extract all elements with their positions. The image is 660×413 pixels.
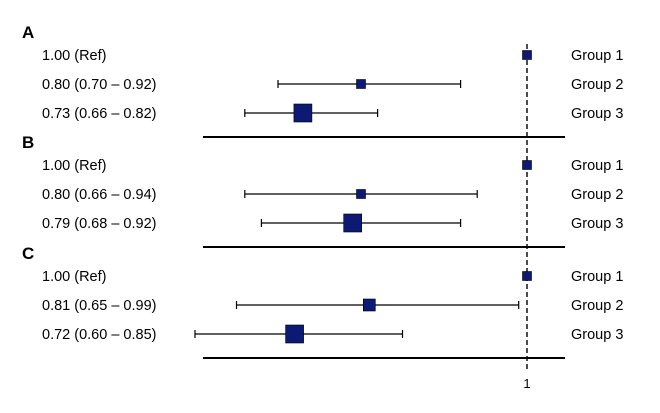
group-label: Group 2	[571, 298, 623, 314]
forest-row: 1.00 (Ref) Group 1	[42, 158, 623, 174]
estimate-label: 0.72 (0.60 – 0.85)	[42, 327, 156, 343]
forest-row: 1.00 (Ref) Group 1	[42, 48, 623, 64]
forest-row: 1.00 (Ref) Group 1	[42, 269, 623, 285]
forest-row: 0.81 (0.65 – 0.99) Group 2	[42, 298, 623, 314]
panel-letter: C	[22, 244, 34, 263]
point-estimate-marker	[356, 189, 366, 199]
group-label: Group 3	[571, 216, 623, 232]
point-estimate-marker	[362, 298, 376, 312]
point-estimate-marker	[522, 50, 532, 60]
panel-letter: A	[22, 23, 34, 42]
panel-c: C 1.00 (Ref) Group 1 0.81 (0.65 – 0.99) Grou…	[22, 244, 623, 359]
forest-row: 0.72 (0.60 – 0.85) Group 3	[42, 324, 623, 344]
point-estimate-marker	[285, 324, 304, 344]
panel-letter: B	[22, 133, 34, 152]
x-axis: 1	[523, 376, 530, 391]
panels-layer: A 1.00 (Ref) Group 1 0.80 (0.70 – 0.92) Grou…	[22, 23, 623, 359]
forest-row: 0.79 (0.68 – 0.92) Group 3	[42, 213, 623, 233]
estimate-label: 1.00 (Ref)	[42, 48, 106, 64]
panel-b: B 1.00 (Ref) Group 1 0.80 (0.66 – 0.94) Grou…	[22, 133, 623, 248]
estimate-label: 0.80 (0.66 – 0.94)	[42, 187, 156, 203]
group-label: Group 3	[571, 106, 623, 122]
point-estimate-marker	[293, 103, 313, 123]
estimate-label: 0.81 (0.65 – 0.99)	[42, 298, 156, 314]
point-estimate-marker	[343, 213, 363, 233]
estimate-label: 1.00 (Ref)	[42, 158, 106, 174]
forest-row: 0.80 (0.66 – 0.94) Group 2	[42, 187, 623, 203]
group-label: Group 1	[571, 158, 623, 174]
point-estimate-marker	[522, 271, 532, 281]
forest-row: 0.73 (0.66 – 0.82) Group 3	[42, 103, 623, 123]
group-label: Group 3	[571, 327, 623, 343]
group-label: Group 2	[571, 187, 623, 203]
point-estimate-marker	[522, 160, 532, 170]
group-label: Group 1	[571, 48, 623, 64]
estimate-label: 0.73 (0.66 – 0.82)	[42, 106, 156, 122]
point-estimate-marker	[356, 79, 366, 89]
x-tick-label: 1	[523, 376, 530, 391]
group-label: Group 1	[571, 269, 623, 285]
estimate-label: 1.00 (Ref)	[42, 269, 106, 285]
estimate-label: 0.79 (0.68 – 0.92)	[42, 216, 156, 232]
group-label: Group 2	[571, 77, 623, 93]
forest-row: 0.80 (0.70 – 0.92) Group 2	[42, 77, 623, 93]
panel-a: A 1.00 (Ref) Group 1 0.80 (0.70 – 0.92) Grou…	[22, 23, 623, 138]
estimate-label: 0.80 (0.70 – 0.92)	[42, 77, 156, 93]
